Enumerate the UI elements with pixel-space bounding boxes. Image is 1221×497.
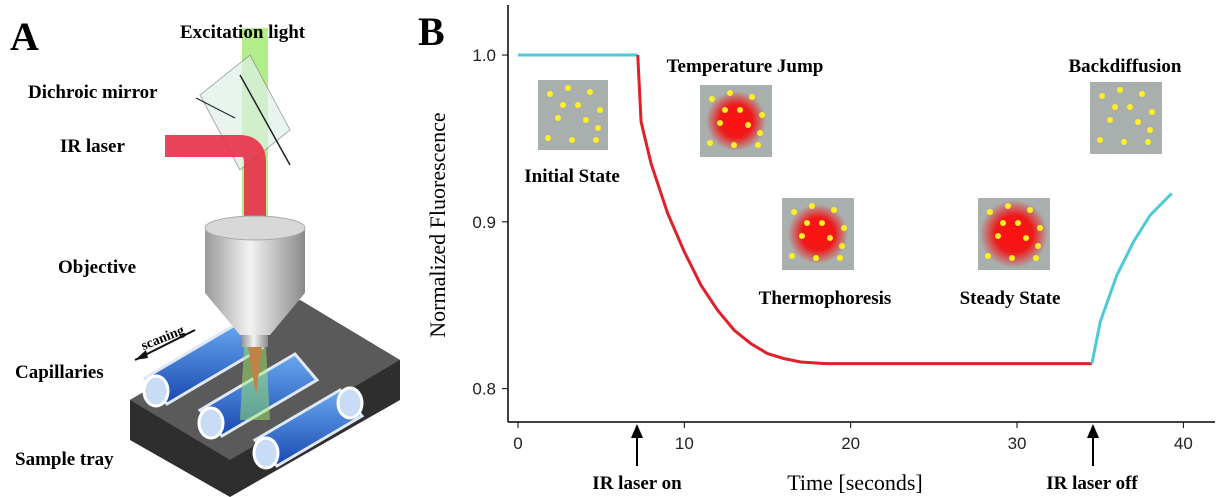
x-tick-label: 30 — [1008, 434, 1027, 453]
particle — [1145, 139, 1151, 145]
particle — [597, 107, 603, 113]
particle — [1121, 139, 1127, 145]
annotation: Temperature Jump — [667, 56, 824, 77]
particle — [757, 130, 763, 136]
label: Objective — [58, 257, 136, 278]
particle — [593, 137, 599, 143]
particle — [737, 107, 743, 113]
particle — [841, 225, 847, 231]
particle — [575, 102, 581, 108]
setup-diagram — [130, 28, 400, 497]
particle — [1015, 220, 1021, 226]
particle — [569, 137, 575, 143]
particle — [831, 207, 837, 213]
particle — [809, 203, 815, 209]
particle — [799, 233, 805, 239]
annotation: Steady State — [960, 288, 1061, 309]
particle — [1097, 137, 1103, 143]
particle — [1000, 220, 1006, 226]
particle — [987, 209, 993, 215]
particle — [731, 142, 737, 148]
particle — [1005, 203, 1011, 209]
particle — [545, 135, 551, 141]
particle — [722, 107, 728, 113]
particle — [1037, 225, 1043, 231]
particle — [813, 255, 819, 261]
inset-illustrations — [538, 80, 1162, 270]
arrow-head — [631, 424, 643, 438]
arrow-head — [1087, 424, 1099, 438]
particle — [1117, 87, 1123, 93]
particle — [717, 120, 723, 126]
annotation: IR laser on — [592, 473, 682, 494]
particle — [819, 220, 825, 226]
particle — [759, 112, 765, 118]
particle — [837, 255, 843, 261]
particle — [1033, 255, 1039, 261]
particle — [1112, 104, 1118, 110]
x-tick-label: 20 — [841, 434, 860, 453]
label: IR laser — [60, 136, 125, 157]
particle — [791, 209, 797, 215]
particle — [827, 235, 833, 241]
particle — [1099, 93, 1105, 99]
x-tick-label: 0 — [513, 434, 522, 453]
particle — [755, 142, 761, 148]
particle — [555, 115, 561, 121]
particle — [1127, 104, 1133, 110]
particle — [804, 220, 810, 226]
particle — [547, 91, 553, 97]
x-tick-label: 40 — [1174, 434, 1193, 453]
y-tick-label: 1.0 — [472, 46, 496, 65]
particle — [1135, 119, 1141, 125]
particle — [1035, 243, 1041, 249]
particle — [583, 117, 589, 123]
particle — [1139, 91, 1145, 97]
particle — [595, 125, 601, 131]
particle — [789, 253, 795, 259]
particle — [1027, 207, 1033, 213]
particle — [565, 85, 571, 91]
y-axis-label: Normalized Fluorescence — [425, 112, 450, 337]
particle — [587, 89, 593, 95]
particle — [707, 140, 713, 146]
annotation: Initial State — [524, 166, 620, 187]
label: Capillaries — [15, 362, 104, 383]
line — [636, 54, 1092, 366]
x-tick-label: 10 — [675, 434, 694, 453]
line — [1090, 192, 1173, 364]
particle — [995, 233, 1001, 239]
label: Sample tray — [15, 449, 114, 470]
particle — [839, 243, 845, 249]
label: Dichroic mirror — [28, 82, 158, 103]
particle — [1023, 235, 1029, 241]
x-axis-label: Time [seconds] — [787, 470, 922, 495]
particle — [985, 253, 991, 259]
particle — [1009, 255, 1015, 261]
particle — [745, 122, 751, 128]
particle — [709, 96, 715, 102]
annotation: IR laser off — [1046, 473, 1138, 494]
particle — [727, 90, 733, 96]
particle — [749, 94, 755, 100]
particle — [1147, 127, 1153, 133]
particle — [560, 102, 566, 108]
label: Excitation light — [180, 22, 306, 43]
label: scaning — [139, 323, 186, 354]
y-tick-label: 0.8 — [472, 380, 496, 399]
y-tick-label: 0.9 — [472, 213, 496, 232]
annotation: Backdiffusion — [1069, 56, 1182, 77]
particle — [1107, 117, 1113, 123]
panel-label: A — [10, 14, 39, 59]
annotation: Thermophoresis — [759, 288, 892, 309]
particle — [1149, 109, 1155, 115]
panel-label: B — [418, 9, 445, 54]
